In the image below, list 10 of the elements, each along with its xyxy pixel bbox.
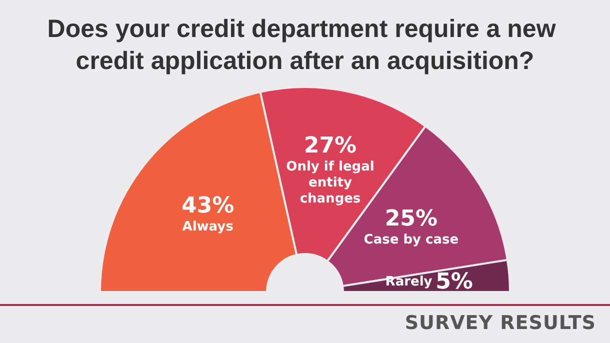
slice-label: Rarely <box>385 274 433 290</box>
slice-label: Always <box>182 220 234 235</box>
slice-label: Case by case <box>364 232 459 248</box>
slice-label: Only if legal entity changes <box>286 160 374 207</box>
text: SURVEY RESULTS <box>404 312 596 334</box>
data-label: 5% <box>436 270 473 295</box>
data-label: 27% <box>304 134 357 159</box>
data-label: 43% <box>182 194 234 219</box>
chart-title: Does your credit department require a new credit application after an acquisition? <box>47 15 563 75</box>
data-label: 25% <box>384 206 438 232</box>
